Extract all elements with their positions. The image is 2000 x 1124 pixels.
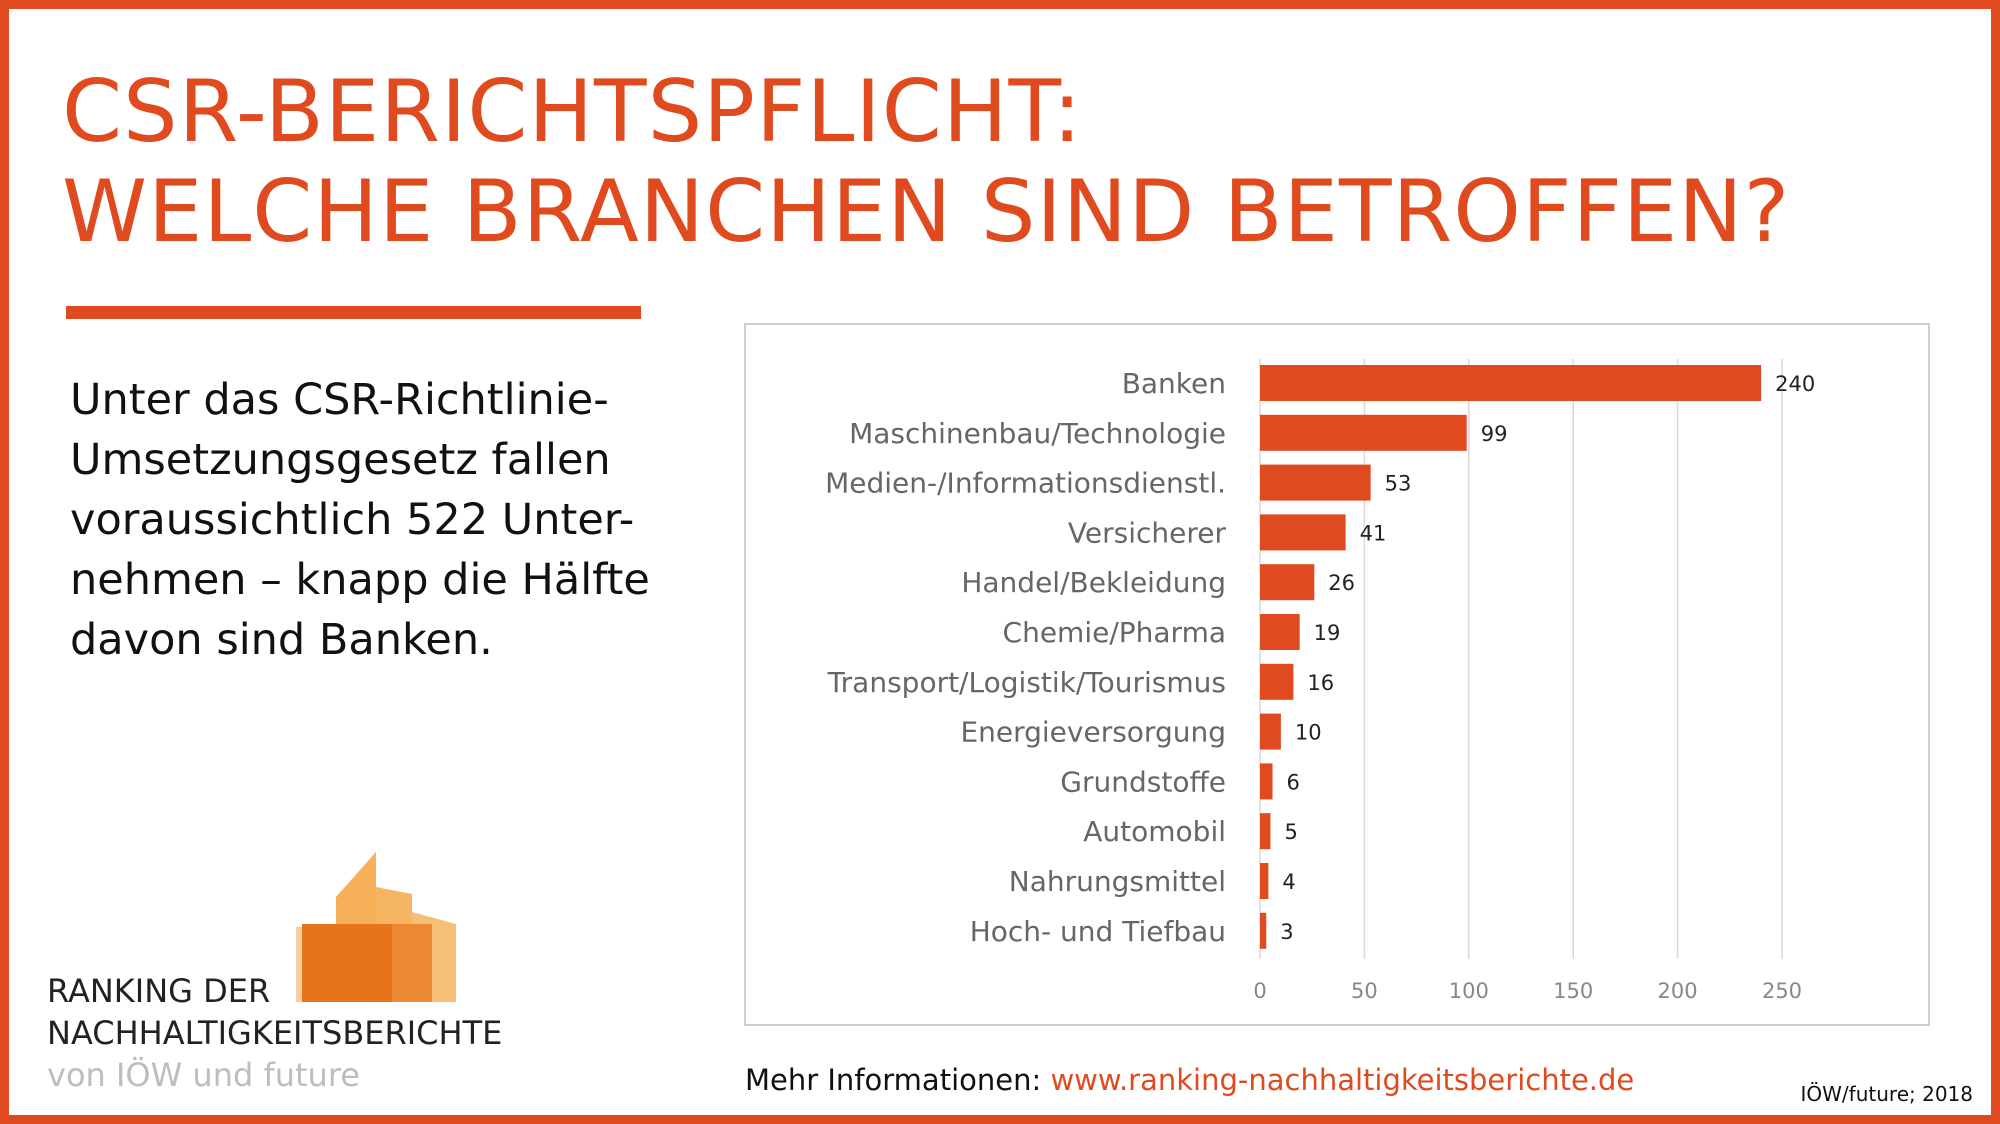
logo-line-1: RANKING DER bbox=[47, 972, 271, 1010]
category-label: Automobil bbox=[1083, 815, 1226, 848]
source-credit: IÖW/future; 2018 bbox=[1800, 1082, 1973, 1106]
bar bbox=[1260, 763, 1273, 800]
x-tick-label: 250 bbox=[1762, 979, 1802, 1003]
category-label: Transport/Logistik/Tourismus bbox=[827, 666, 1226, 699]
x-tick-label: 100 bbox=[1449, 979, 1489, 1003]
ranking-logo-icon bbox=[296, 852, 456, 1002]
x-tick-label: 0 bbox=[1253, 979, 1266, 1003]
category-label: Nahrungsmittel bbox=[1009, 865, 1226, 898]
data-label: 240 bbox=[1775, 372, 1815, 396]
logo-line-3: von IÖW und future bbox=[47, 1056, 360, 1094]
bar bbox=[1260, 813, 1271, 850]
data-label: 99 bbox=[1481, 422, 1508, 446]
data-label: 4 bbox=[1282, 870, 1295, 894]
title-line-1: CSR-BERICHTSPFLICHT: bbox=[62, 62, 1083, 162]
bar bbox=[1260, 863, 1269, 899]
data-label: 16 bbox=[1307, 671, 1334, 695]
category-label: Medien-/Informationsdienstl. bbox=[825, 467, 1226, 500]
category-label: Banken bbox=[1122, 367, 1226, 400]
data-label: 5 bbox=[1284, 820, 1297, 844]
data-label: 53 bbox=[1385, 472, 1412, 496]
bar bbox=[1260, 713, 1281, 750]
bar-chart-svg: Banken 240 Maschinenbau/Technologie 99 Medie… bbox=[825, 359, 1815, 1003]
data-label: 10 bbox=[1295, 721, 1322, 745]
x-tick-label: 200 bbox=[1658, 979, 1698, 1003]
data-label: 26 bbox=[1328, 571, 1355, 595]
website-link[interactable]: www.ranking-nachhaltigkeitsberichte.de bbox=[1050, 1063, 1635, 1097]
bar bbox=[1260, 564, 1315, 601]
category-label: Energieversorgung bbox=[960, 716, 1226, 749]
category-label: Handel/Bekleidung bbox=[961, 566, 1226, 599]
bar bbox=[1260, 464, 1371, 501]
logo-line-2: NACHHALTIGKEITSBERICHTE bbox=[47, 1014, 503, 1052]
title-line-2: WELCHE BRANCHEN SIND BETROFFEN? bbox=[62, 162, 1791, 262]
page-title: CSR-BERICHTSPFLICHT: WELCHE BRANCHEN SIN… bbox=[62, 62, 1790, 262]
logo-wordmark: RANKING DER NACHHALTIGKEITSBERICHTE von … bbox=[47, 970, 502, 1096]
bar bbox=[1260, 514, 1346, 551]
bar-chart: Banken 240 Maschinenbau/Technologie 99 Medie… bbox=[744, 323, 1930, 1026]
bar bbox=[1260, 912, 1267, 949]
title-underline bbox=[66, 306, 641, 319]
category-label: Chemie/Pharma bbox=[1003, 616, 1226, 649]
category-label: Grundstoffe bbox=[1060, 765, 1226, 798]
more-info-label: Mehr Informationen: bbox=[745, 1063, 1042, 1097]
bar bbox=[1260, 414, 1467, 451]
intro-line: Unter das CSR-Richtlinie- bbox=[70, 375, 609, 425]
intro-line: Umsetzungsgesetz fallen bbox=[70, 435, 611, 485]
category-label: Hoch- und Tiefbau bbox=[970, 915, 1226, 948]
intro-line: voraussichtlich 522 Unter- bbox=[70, 495, 635, 545]
x-tick-label: 150 bbox=[1553, 979, 1593, 1003]
data-label: 3 bbox=[1280, 920, 1293, 944]
intro-line: nehmen – knapp die Hälfte bbox=[70, 555, 650, 605]
category-label: Versicherer bbox=[1068, 516, 1227, 549]
bar bbox=[1260, 663, 1294, 700]
bar bbox=[1260, 614, 1300, 650]
category-label: Maschinenbau/Technologie bbox=[849, 417, 1226, 450]
x-tick-label: 50 bbox=[1351, 979, 1378, 1003]
data-label: 6 bbox=[1287, 770, 1300, 794]
data-label: 19 bbox=[1314, 621, 1341, 645]
bar bbox=[1260, 365, 1762, 401]
data-label: 41 bbox=[1360, 521, 1387, 545]
intro-line: davon sind Banken. bbox=[70, 615, 493, 665]
more-info-line: Mehr Informationen: www.ranking-nachhalt… bbox=[745, 1063, 1634, 1097]
intro-text: Unter das CSR-Richtlinie- Umsetzungsgese… bbox=[70, 370, 660, 670]
